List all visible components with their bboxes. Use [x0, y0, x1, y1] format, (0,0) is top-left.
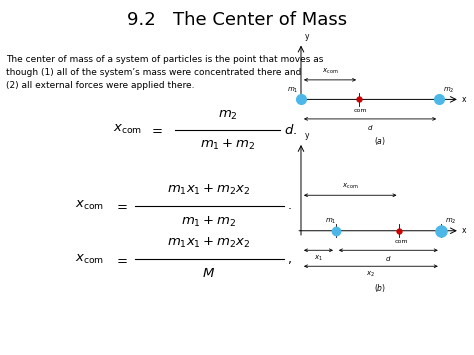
- Text: The center of mass of a system of particles is the point that moves as
though (1: The center of mass of a system of partic…: [6, 55, 323, 90]
- Text: $x_2$: $x_2$: [366, 270, 375, 279]
- Text: $,$: $,$: [287, 253, 292, 266]
- Text: $.$: $.$: [287, 200, 292, 212]
- Text: $d$: $d$: [385, 254, 392, 263]
- Text: $\mathit{M}$: $\mathit{M}$: [202, 267, 215, 280]
- Text: $m_1$: $m_1$: [326, 217, 337, 226]
- Text: $x_1$: $x_1$: [314, 254, 323, 263]
- Text: $(b)$: $(b)$: [374, 282, 386, 294]
- Text: 9.2   The Center of Mass: 9.2 The Center of Mass: [127, 11, 347, 29]
- Text: $(a)$: $(a)$: [374, 135, 386, 147]
- Text: $m_2$: $m_2$: [445, 217, 456, 226]
- Text: $=$: $=$: [114, 253, 128, 266]
- Text: $d$: $d$: [367, 123, 374, 132]
- Text: y: y: [305, 131, 309, 140]
- Text: $\mathit{x}_{\rm com}$: $\mathit{x}_{\rm com}$: [75, 200, 104, 212]
- Text: $\mathit{x}_{\rm com}$: $\mathit{x}_{\rm com}$: [113, 123, 142, 136]
- Text: $\mathit{d}.$: $\mathit{d}.$: [284, 122, 298, 137]
- Text: $m_2$: $m_2$: [443, 86, 455, 95]
- Text: $\mathit{m}_2$: $\mathit{m}_2$: [218, 109, 237, 122]
- Text: $=$: $=$: [114, 200, 128, 212]
- Text: $m_1$: $m_1$: [287, 86, 298, 95]
- Text: com: com: [353, 108, 367, 113]
- Text: $\mathit{m}_1\mathit{x}_1 + \mathit{m}_2\mathit{x}_2$: $\mathit{m}_1\mathit{x}_1 + \mathit{m}_2…: [167, 236, 250, 250]
- Text: x: x: [462, 95, 466, 104]
- Text: $=$: $=$: [149, 123, 164, 136]
- Text: $\mathit{m}_1\mathit{x}_1 + \mathit{m}_2\mathit{x}_2$: $\mathit{m}_1\mathit{x}_1 + \mathit{m}_2…: [167, 183, 250, 197]
- Text: $\mathit{m}_1 + \mathit{m}_2$: $\mathit{m}_1 + \mathit{m}_2$: [181, 215, 236, 229]
- Text: $\mathit{x}_{\rm com}$: $\mathit{x}_{\rm com}$: [75, 253, 104, 266]
- Text: $\mathit{m}_1 + \mathit{m}_2$: $\mathit{m}_1 + \mathit{m}_2$: [200, 138, 255, 152]
- Text: x: x: [462, 226, 466, 235]
- Text: $x_{\rm com}$: $x_{\rm com}$: [342, 182, 358, 191]
- Text: com: com: [394, 239, 408, 244]
- Text: $x_{\rm com}$: $x_{\rm com}$: [322, 66, 338, 76]
- Text: y: y: [305, 32, 309, 41]
